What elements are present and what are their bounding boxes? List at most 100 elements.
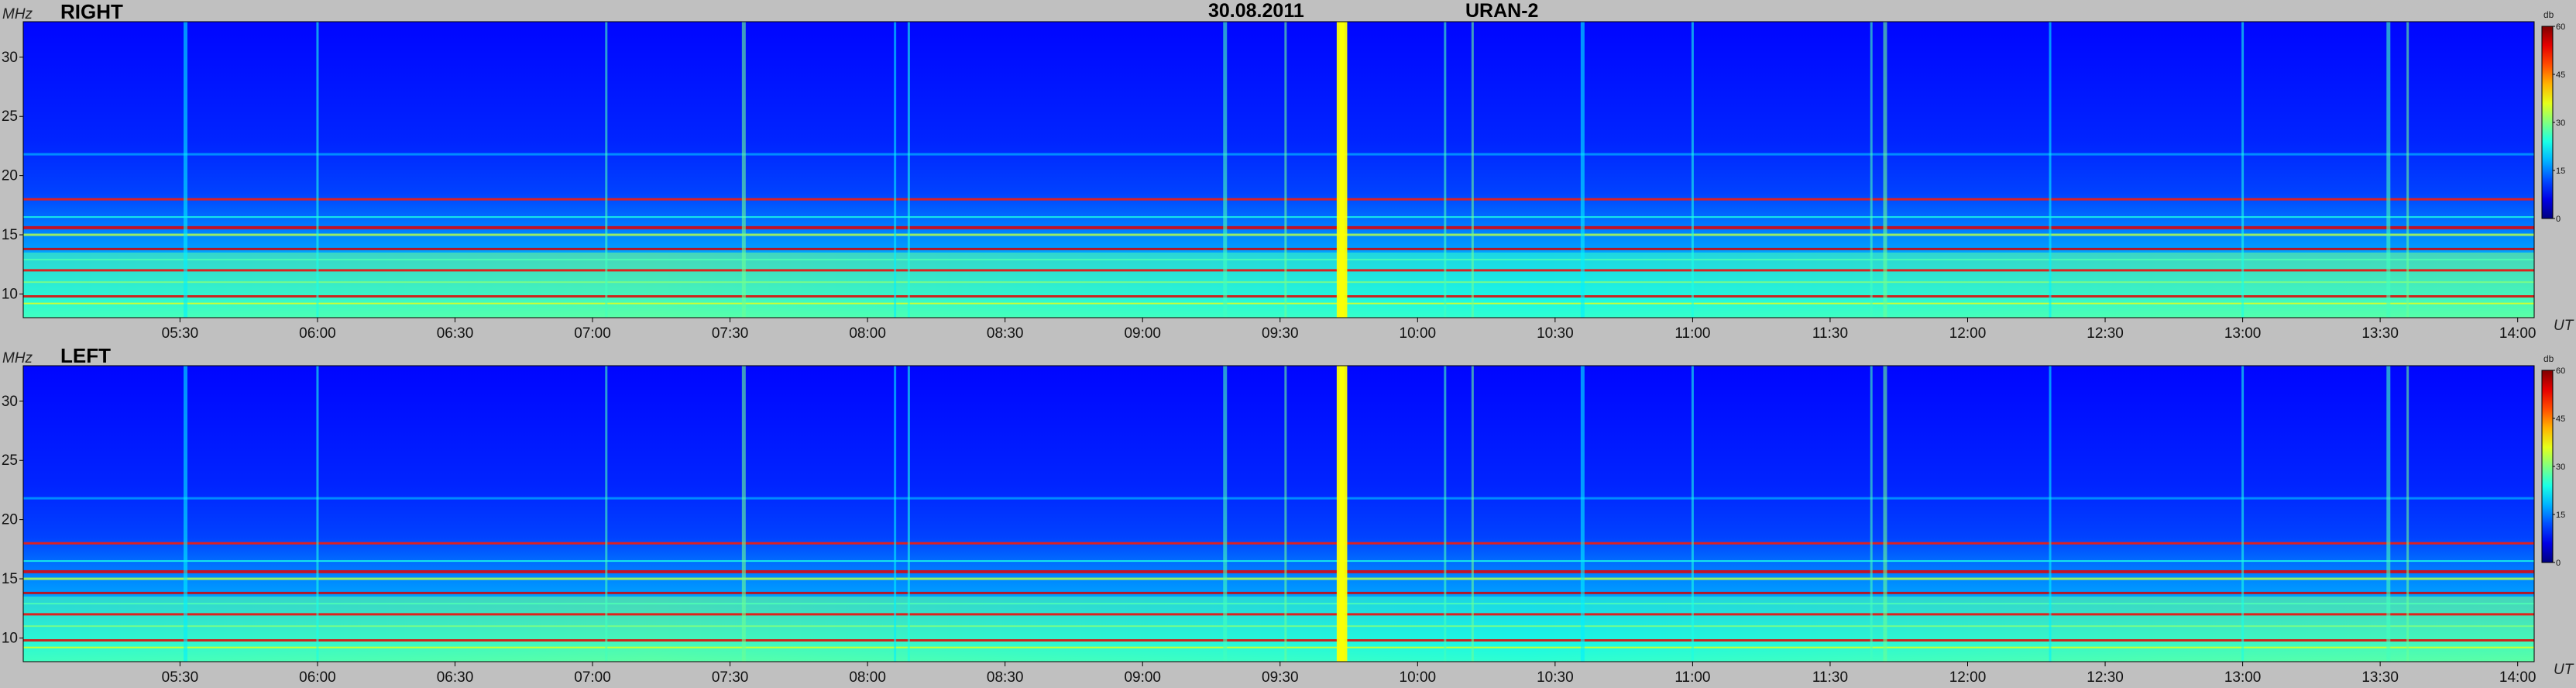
colorbar-tick-label: 60 — [2556, 366, 2565, 376]
x-tick-label: 10:30 — [1537, 669, 1574, 686]
radio-burst — [2241, 366, 2245, 662]
x-tick-label: 14:00 — [2499, 669, 2537, 686]
colorbar-tick-label: 45 — [2556, 71, 2565, 80]
x-tick-label: 11:30 — [1812, 669, 1848, 686]
radio-burst — [907, 366, 910, 662]
interference-line — [23, 646, 2534, 648]
radio-burst — [1691, 22, 1694, 318]
interference-line — [23, 497, 2534, 500]
panel-title-right: RIGHT — [60, 0, 123, 23]
radio-burst — [2406, 366, 2409, 662]
x-tick-label: 09:00 — [1124, 669, 1161, 686]
interference-line — [23, 198, 2534, 201]
y-tick-label: 10 — [2, 630, 18, 646]
radio-burst — [1870, 22, 1873, 318]
x-tick-label: 09:30 — [1262, 325, 1299, 342]
y-tick-label: 10 — [2, 286, 18, 302]
panel-title-left: LEFT — [60, 344, 111, 367]
x-tick-label: 08:30 — [987, 669, 1024, 686]
radio-burst — [605, 366, 608, 662]
radio-burst — [316, 22, 319, 318]
interference-line — [23, 233, 2534, 236]
colorbar-tick-label: 0 — [2556, 215, 2561, 224]
x-tick-label: 07:00 — [574, 325, 611, 342]
x-tick-label: 06:30 — [437, 325, 474, 342]
radio-burst — [2386, 22, 2391, 318]
radio-burst — [1691, 366, 1694, 662]
interference-line — [23, 638, 2534, 642]
interference-line — [23, 577, 2534, 580]
radio-burst — [741, 22, 746, 318]
colorbar-unit: db — [2543, 9, 2554, 20]
colorbar — [2541, 26, 2554, 219]
spectrogram-right: 10 15 20 25 30 05:30 06:00 06:30 07:00 07:30 08:00… — [2, 21, 2565, 342]
y-tick-label: 25 — [2, 452, 18, 469]
spectrogram-panel-right: 10 15 20 25 30 05:30 06:00 06:30 07:00 07:30 08:00… — [2, 0, 2573, 342]
interference-line — [23, 153, 2534, 156]
x-tick-label: 06:30 — [437, 669, 474, 686]
plot-frame — [22, 21, 2535, 318]
radio-burst — [741, 366, 746, 662]
interference-line — [23, 247, 2534, 250]
radio-burst — [1339, 22, 1348, 318]
low-frequency-band — [23, 596, 2534, 662]
plot-area — [23, 22, 2534, 318]
radio-burst — [2049, 22, 2052, 318]
radio-burst — [1444, 366, 1447, 662]
x-tick-label: 08:30 — [987, 325, 1024, 342]
colorbar-unit: db — [2543, 353, 2554, 364]
radio-burst — [184, 366, 188, 662]
x-tick-label: 11:00 — [1674, 325, 1710, 342]
x-tick-label: 10:30 — [1537, 325, 1574, 342]
x-tick-label: 13:00 — [2224, 669, 2262, 686]
x-tick-label: 09:00 — [1124, 325, 1161, 342]
x-axis-unit: UT — [2554, 662, 2574, 678]
interference-line — [23, 216, 2534, 218]
colorbar — [2541, 370, 2554, 563]
x-tick-label: 12:30 — [2087, 325, 2124, 342]
radio-burst — [907, 22, 910, 318]
radio-burst — [1339, 366, 1348, 662]
observation-date: 30.08.2011 — [1208, 0, 1304, 22]
x-tick-label: 05:30 — [162, 669, 199, 686]
radio-burst — [2386, 366, 2391, 662]
x-tick-label: 06:00 — [299, 669, 336, 686]
interference-line — [23, 259, 2534, 261]
instrument-name: URAN-2 — [1465, 0, 1539, 22]
interference-line — [23, 269, 2534, 272]
x-tick-label: 10:00 — [1400, 325, 1437, 342]
radio-burst — [184, 22, 188, 318]
radio-burst — [1471, 22, 1474, 318]
interference-line — [23, 225, 2534, 229]
colorbar-tick-label: 45 — [2556, 415, 2565, 424]
colorbar-tick-label: 0 — [2556, 559, 2561, 568]
interference-line — [23, 294, 2534, 298]
radio-burst — [2241, 22, 2245, 318]
x-tick-label: 05:30 — [162, 325, 199, 342]
low-frequency-band — [23, 252, 2534, 318]
interference-line — [23, 591, 2534, 594]
x-tick-label: 07:00 — [574, 669, 611, 686]
interference-line — [23, 625, 2534, 628]
interference-line — [23, 302, 2534, 304]
radio-burst — [1471, 366, 1474, 662]
y-tick-label: 15 — [2, 571, 18, 587]
y-tick-label: 20 — [2, 512, 18, 528]
x-tick-label: 07:30 — [712, 669, 749, 686]
x-tick-label: 11:30 — [1812, 325, 1848, 342]
y-tick-label: 15 — [2, 227, 18, 243]
colorbar-tick-label: 60 — [2556, 22, 2565, 32]
radio-burst — [1870, 366, 1873, 662]
radio-burst — [2049, 366, 2052, 662]
x-tick-label: 07:30 — [712, 325, 749, 342]
radio-burst — [605, 22, 608, 318]
radio-burst — [1883, 22, 1887, 318]
plot-frame — [22, 365, 2535, 662]
radio-burst — [894, 22, 897, 318]
x-tick-label: 11:00 — [1674, 669, 1710, 686]
radio-burst — [316, 366, 319, 662]
interference-line — [23, 603, 2534, 605]
x-tick-label: 13:00 — [2224, 325, 2262, 342]
radio-burst — [1223, 366, 1228, 662]
colorbar-tick-label: 30 — [2556, 463, 2565, 472]
